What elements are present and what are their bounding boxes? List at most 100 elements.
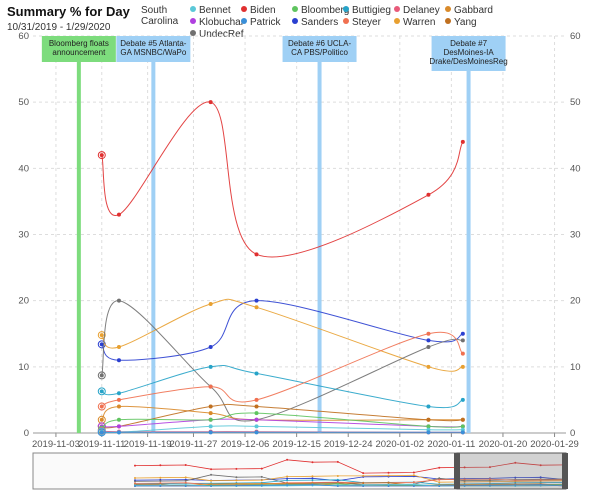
navigator-point [412, 471, 415, 474]
data-point-buttigieg [426, 404, 431, 409]
data-point-buttigieg [254, 371, 259, 376]
data-point-steyer [99, 404, 104, 409]
navigator-point [412, 485, 415, 487]
legend-item-klobuchar[interactable]: Klobuchar [190, 17, 244, 28]
navigator-point [336, 460, 339, 463]
navigator-point [235, 479, 238, 482]
y-tick-label-right: 50 [570, 97, 581, 108]
y-tick-label: 0 [24, 428, 29, 439]
event-label: Debate #5 Atlanta- [120, 39, 187, 48]
navigator-point [260, 484, 263, 487]
legend-item-gabbard[interactable]: Gabbard [445, 5, 493, 16]
legend-item-patrick[interactable]: Patrick [241, 17, 281, 28]
series-line-warren [101, 298, 463, 372]
date-range: 10/31/2019 - 1/29/2020 [7, 22, 111, 33]
legend-item-undecref[interactable]: UndecRef [190, 29, 243, 40]
y-tick-label: 50 [18, 97, 29, 108]
navigator-point [235, 484, 238, 487]
legend-swatch [343, 18, 349, 24]
navigator-point [184, 481, 187, 484]
data-point-yang [426, 417, 431, 422]
navigator-point [387, 481, 390, 484]
legend-label: UndecRef [199, 29, 244, 40]
navigator-series [135, 484, 567, 487]
series-line-buttigieg [101, 365, 463, 409]
navigator-point [387, 483, 390, 486]
event-label: Bloomberg floats [49, 39, 109, 48]
navigator-point [210, 473, 213, 476]
navigator-point [210, 468, 213, 471]
legend-item-steyer[interactable]: Steyer [343, 17, 381, 28]
first-point-ring [97, 387, 106, 396]
data-point-warren [99, 333, 104, 338]
data-point-steyer [208, 384, 213, 389]
y-tick-label-right: 30 [570, 230, 581, 241]
legend-swatch [241, 6, 247, 12]
data-point-klobuchar [254, 417, 259, 422]
y-tick-label-right: 0 [570, 428, 575, 439]
data-point-buttigieg [460, 397, 465, 402]
legend-label: Bennet [199, 5, 231, 16]
navigator-point [260, 467, 263, 470]
data-point-warren [116, 344, 121, 349]
legend-label: Buttigieg [352, 5, 391, 16]
navigator-point [286, 477, 289, 480]
navigator-point [210, 484, 213, 487]
data-point-warren [460, 364, 465, 369]
data-point-undecref [116, 298, 121, 303]
x-tick-label: 2019-11-19 [124, 439, 172, 450]
navigator-point [134, 464, 136, 467]
navigator-point [362, 482, 365, 485]
legend-item-sanders[interactable]: Sanders [292, 17, 338, 28]
legend-label: Patrick [250, 17, 281, 28]
y-tick-label: 30 [18, 230, 29, 241]
legend-swatch [292, 18, 298, 24]
navigator-point [514, 479, 517, 482]
legend-item-delaney[interactable]: Delaney [394, 5, 440, 16]
event-label: GA MSNBC/WaPo [120, 48, 186, 57]
legend-item-buttigieg[interactable]: Buttigieg [343, 5, 391, 16]
navigator-point [159, 485, 162, 487]
legend-item-biden[interactable]: Biden [241, 5, 276, 16]
x-tick-label: 2019-12-15 [272, 439, 321, 450]
data-point-biden [254, 252, 259, 257]
x-tick-label: 2019-11-11 [78, 439, 125, 450]
data-point-steyer [460, 351, 465, 356]
data-point-sanders [208, 344, 213, 349]
data-point-bloomberg [208, 417, 213, 422]
navigator-point [438, 484, 441, 487]
legend-label: Klobuchar [199, 17, 245, 28]
navigator-handle-right[interactable] [562, 453, 568, 489]
data-point-steyer [116, 397, 121, 402]
legend-item-bennet[interactable]: Bennet [190, 5, 231, 16]
navigator-point [463, 484, 466, 487]
data-point-bloomberg [254, 411, 259, 416]
event-band [76, 36, 81, 433]
y-tick-label: 20 [18, 296, 29, 307]
navigator-handle-left[interactable] [454, 453, 460, 489]
navigator-point [438, 478, 441, 481]
navigator-series [134, 474, 567, 483]
data-point-warren [254, 305, 259, 310]
series-line-sanders [101, 300, 464, 361]
x-tick-label: 2019-11-27 [170, 439, 218, 450]
data-point-sanders [460, 331, 465, 336]
y-tick-label: 10 [18, 362, 29, 373]
data-point-steyer [254, 397, 259, 402]
navigator-point [311, 483, 314, 486]
first-point-ring [97, 151, 106, 160]
navigator-point [539, 476, 542, 479]
data-point-biden [460, 139, 465, 144]
legend-item-warren[interactable]: Warren [394, 17, 435, 28]
y-tick-label-right: 10 [570, 362, 581, 373]
legend-item-bloomberg[interactable]: Bloomberg [292, 5, 349, 16]
legend-item-yang[interactable]: Yang [445, 17, 477, 28]
navigator-series [134, 479, 567, 485]
data-point-undecref [460, 338, 465, 343]
navigator-point [159, 480, 162, 483]
navigator-point [336, 474, 339, 477]
navigator-point [362, 474, 365, 477]
data-point-patrick [426, 430, 431, 435]
navigator-point [235, 467, 238, 470]
event-band [317, 36, 322, 433]
